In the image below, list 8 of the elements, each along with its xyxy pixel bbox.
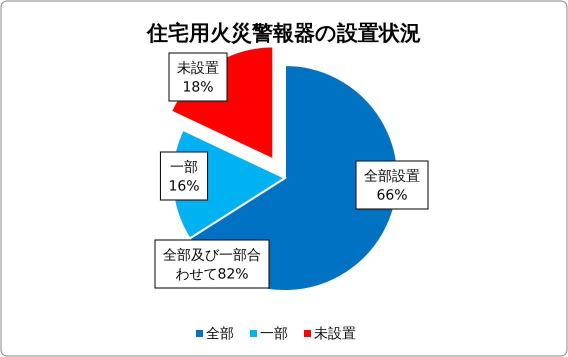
legend-label: 全部 — [206, 326, 234, 342]
data-label: 一部 16% — [168, 160, 200, 194]
legend-label: 一部 — [260, 326, 288, 342]
data-label: 未設置 18% — [177, 60, 219, 96]
legend-label: 未設置 — [314, 326, 356, 342]
text: 全部及び一部合わせて82% — [163, 248, 261, 282]
chart-title: 住宅用火災警報器の設置状況 — [146, 21, 421, 45]
data-label: 全部設置 66% — [364, 168, 420, 204]
